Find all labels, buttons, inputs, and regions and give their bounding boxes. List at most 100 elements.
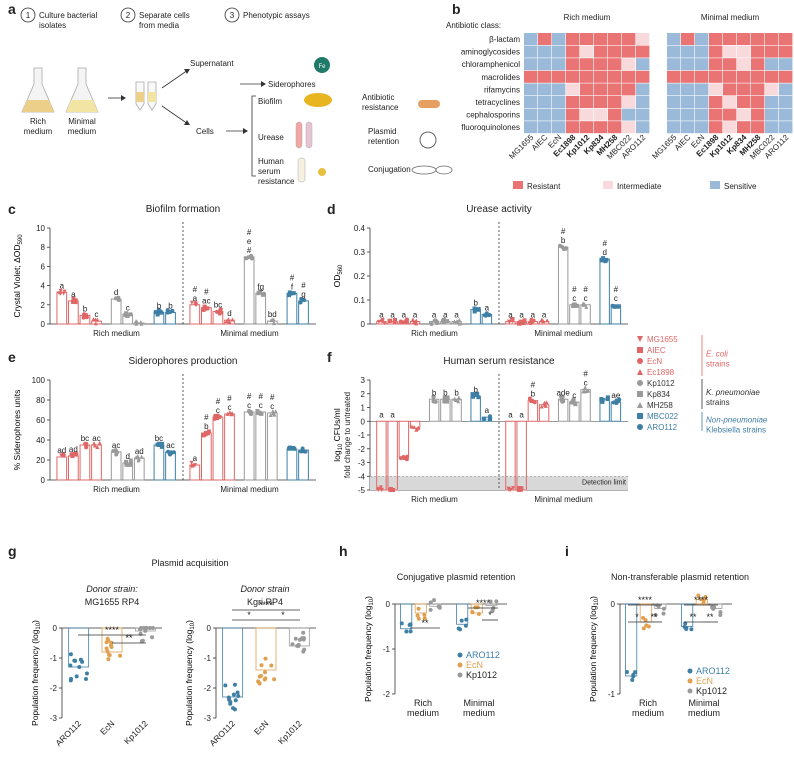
data-point: [118, 653, 123, 658]
x-category-label: Kp1012: [122, 718, 150, 746]
data-point: [398, 456, 403, 461]
data-point: [453, 397, 458, 402]
heatmap-cell: [765, 70, 779, 83]
heatmap-cell: [709, 33, 723, 45]
data-point: [402, 456, 407, 461]
bar: [56, 456, 68, 481]
significance-letter: ac: [92, 434, 100, 443]
x-category-label: Minimal: [688, 698, 719, 708]
heatmap-cell: [594, 58, 608, 71]
significance-letter: bc: [155, 434, 163, 443]
data-point: [641, 626, 646, 631]
data-point: [582, 301, 587, 306]
legend-label: Kp1012: [466, 670, 497, 680]
heatmap-cell: [622, 58, 636, 71]
heatmap-cell: [538, 96, 552, 108]
legend-marker: [637, 402, 643, 408]
data-point: [95, 444, 100, 449]
bar: [255, 627, 277, 671]
legend-marker: [687, 678, 693, 684]
bar: [298, 449, 309, 481]
bar: [79, 444, 91, 481]
heatmap-cell: [723, 83, 737, 96]
y-tick-label: -3: [204, 714, 212, 723]
y-tick-label: 40: [36, 436, 45, 445]
plasmid-icon: [419, 131, 437, 149]
y-tick-label: 0: [207, 624, 212, 633]
x-group-label: Rich medium: [411, 329, 458, 338]
heatmap-group-title: Rich medium: [564, 13, 611, 22]
heatmap-cell: [622, 33, 636, 45]
significance-letter: a: [519, 311, 524, 320]
data-point: [539, 317, 544, 322]
heatmap-cell: [580, 45, 594, 58]
data-point: [689, 627, 694, 632]
data-point: [545, 318, 550, 323]
x-category-label: ARO112: [53, 718, 83, 748]
heatmap-cell: [636, 70, 650, 83]
heatmap-cell: [709, 121, 723, 134]
data-point: [226, 317, 231, 322]
heatmap-cell: [636, 45, 650, 58]
y-axis-label-text: Population frequency (log: [184, 629, 194, 726]
data-point: [232, 682, 237, 687]
data-point: [433, 318, 438, 323]
data-point: [232, 707, 237, 712]
heatmap-cell: [636, 33, 650, 45]
bar: [400, 603, 413, 630]
data-point: [226, 695, 231, 700]
arrow: [161, 105, 189, 125]
data-point: [436, 604, 441, 609]
x-group-label: Rich medium: [93, 329, 140, 338]
heatmap-cell: [751, 45, 765, 58]
bar: [654, 603, 667, 609]
data-point: [134, 321, 139, 326]
significance-letter: c: [572, 294, 576, 303]
data-point: [68, 652, 73, 657]
data-point: [263, 656, 268, 661]
bar: [56, 291, 68, 325]
heatmap-cell: [636, 58, 650, 71]
heatmap-cell: [552, 70, 566, 83]
bar: [557, 246, 569, 325]
data-point: [301, 649, 306, 654]
heatmap-legend-label: Sensitive: [724, 182, 757, 191]
chart-title: Human serum resistance: [443, 356, 555, 367]
significance-letter: #: [290, 273, 295, 282]
heatmap-cell: [608, 33, 622, 45]
heatmap-cell: [608, 121, 622, 134]
bar: [243, 256, 255, 325]
significance-letter: #: [270, 393, 275, 402]
heatmap-row-label: cephalosporins: [466, 111, 520, 120]
chart-title: Conjugative plasmid retention: [397, 572, 516, 582]
data-point: [656, 604, 661, 609]
data-point: [404, 629, 409, 634]
data-point: [422, 616, 427, 621]
step-circle: [120, 7, 136, 23]
heatmap-cell: [737, 83, 751, 96]
y-tick-label: 0: [361, 320, 366, 329]
legend-label: EcN: [466, 660, 483, 670]
y-tick-label: 1: [361, 404, 366, 413]
legend-marker: [637, 380, 643, 386]
chart-title: Non-transferable plasmid retention: [611, 572, 749, 582]
data-point: [230, 317, 235, 322]
bar: [255, 292, 267, 325]
x-group-label: Minimal medium: [220, 329, 279, 338]
data-point: [539, 404, 544, 409]
data-point: [531, 318, 536, 323]
bar: [414, 603, 427, 614]
heatmap-cell: [681, 121, 695, 134]
heatmap-cell: [524, 108, 538, 121]
data-point: [189, 464, 194, 469]
legend-marker: [637, 336, 643, 342]
significance-stars: *: [281, 610, 285, 620]
heatmap-row-label: β-lactam: [489, 35, 520, 44]
arrow-head: [121, 95, 126, 101]
heatmap-row-label: aminoglycosides: [461, 48, 520, 57]
data-point: [412, 424, 417, 429]
heatmap-cell: [667, 45, 681, 58]
data-point: [698, 597, 703, 602]
data-point: [93, 321, 98, 326]
